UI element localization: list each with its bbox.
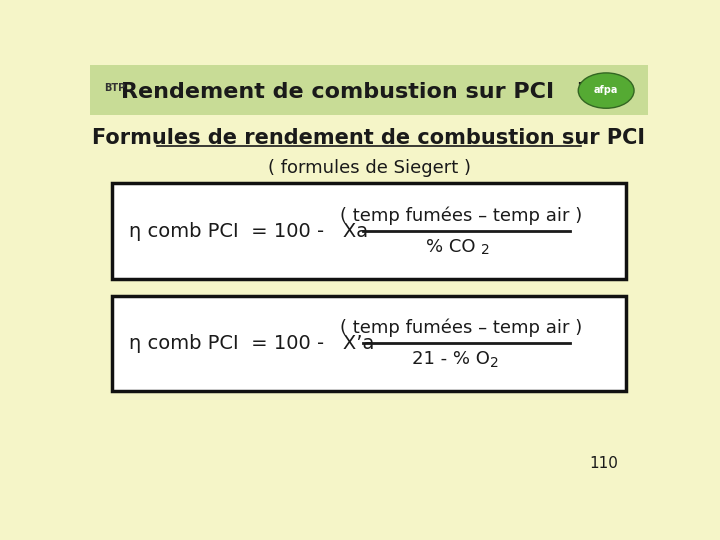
Text: BTP: BTP bbox=[104, 83, 126, 93]
Bar bbox=[90, 65, 648, 114]
Text: 21 - % O: 21 - % O bbox=[412, 350, 490, 368]
Text: 110: 110 bbox=[589, 456, 618, 471]
Bar bbox=[90, 114, 648, 481]
Text: ( temp fumées – temp air ): ( temp fumées – temp air ) bbox=[340, 206, 582, 225]
Text: η comb PCI  = 100 -   X’a: η comb PCI = 100 - X’a bbox=[129, 334, 374, 353]
FancyBboxPatch shape bbox=[112, 295, 626, 391]
Ellipse shape bbox=[578, 73, 634, 108]
Text: % CO: % CO bbox=[426, 238, 476, 255]
FancyBboxPatch shape bbox=[112, 183, 626, 279]
Text: η comb PCI  = 100 -   Xa: η comb PCI = 100 - Xa bbox=[129, 221, 368, 241]
Text: 2: 2 bbox=[481, 243, 490, 257]
Text: Formules de rendement de combustion sur PCI: Formules de rendement de combustion sur … bbox=[92, 127, 646, 147]
Text: afpa: afpa bbox=[594, 85, 618, 94]
Text: 2: 2 bbox=[490, 355, 499, 369]
Text: Rendement de combustion sur PCI   7/9: Rendement de combustion sur PCI 7/9 bbox=[121, 82, 617, 102]
Text: ( formules de Siegert ): ( formules de Siegert ) bbox=[268, 159, 470, 177]
Text: ( temp fumées – temp air ): ( temp fumées – temp air ) bbox=[340, 319, 582, 337]
